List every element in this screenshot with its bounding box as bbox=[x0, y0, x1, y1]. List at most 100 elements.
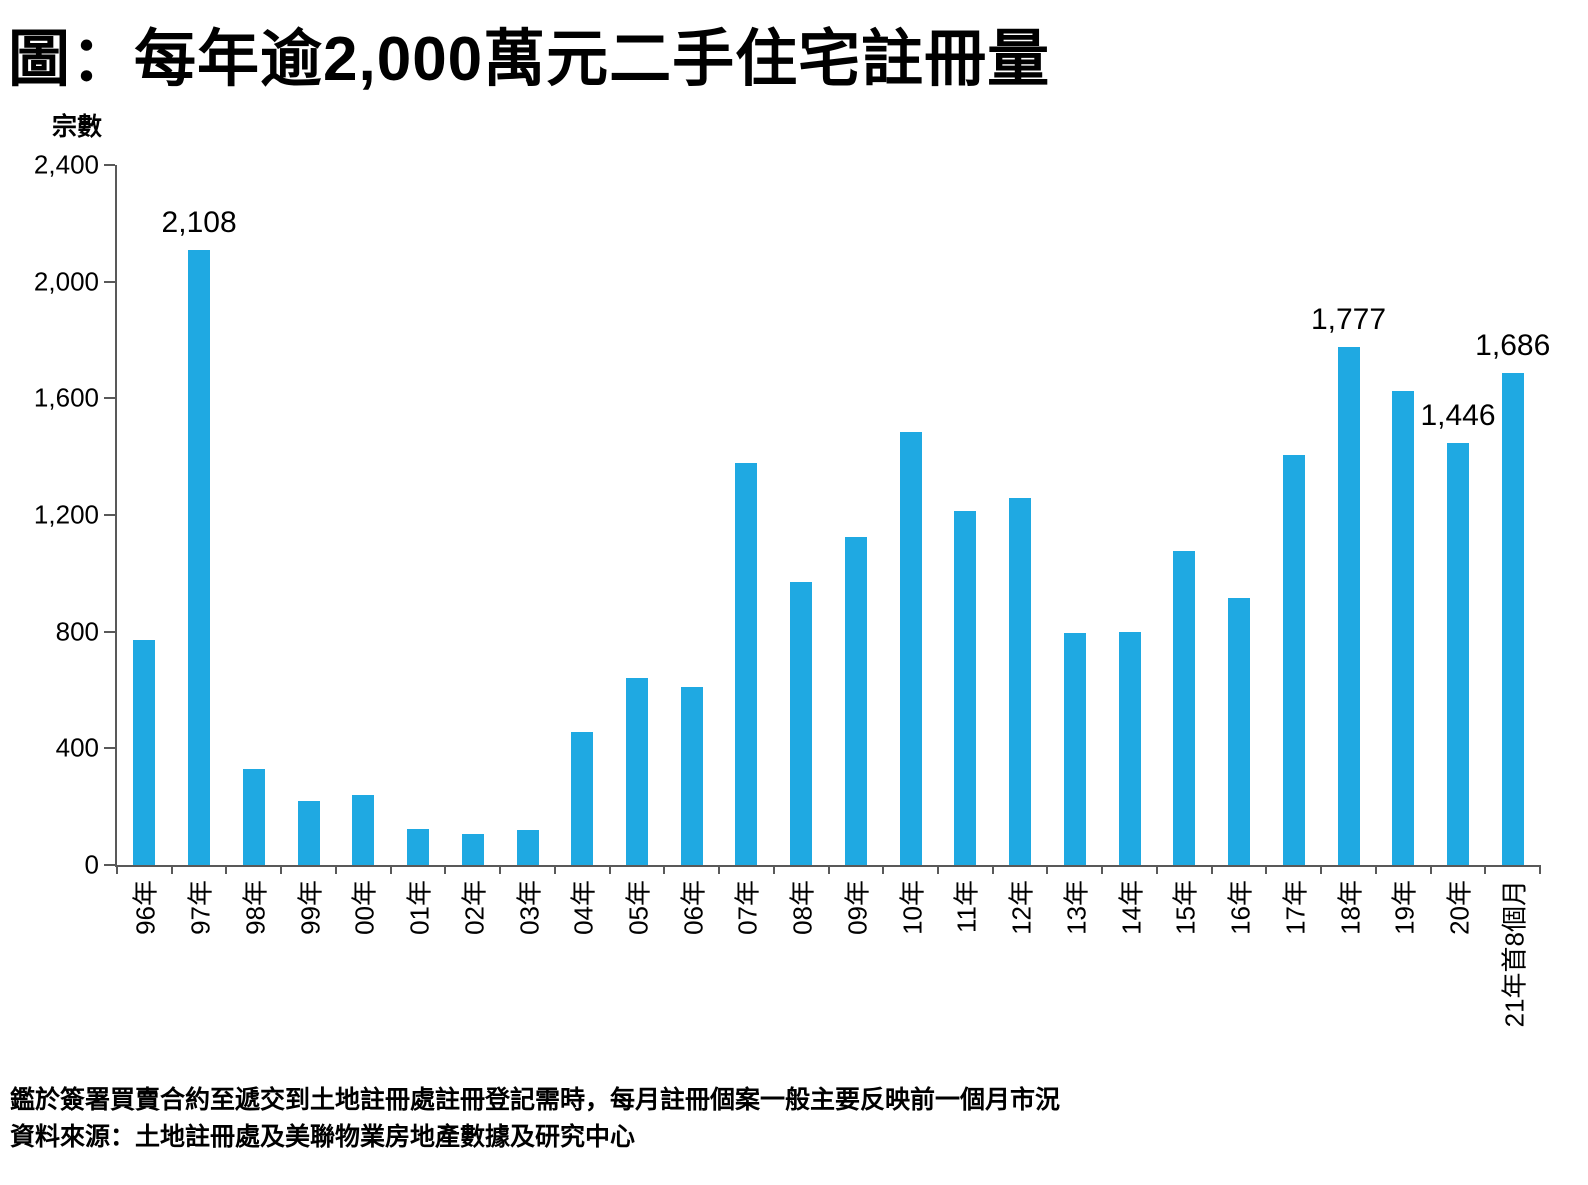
bar-value-label: 1,446 bbox=[1420, 399, 1496, 433]
bar bbox=[1501, 373, 1524, 865]
bar bbox=[1009, 497, 1032, 865]
x-axis-label: 09年 bbox=[842, 880, 873, 935]
bar bbox=[735, 462, 758, 865]
x-tick-mark bbox=[444, 865, 447, 874]
x-tick-mark bbox=[389, 865, 392, 874]
x-axis-label: 21年首8個月 bbox=[1499, 880, 1530, 1028]
x-axis-label: 06年 bbox=[678, 880, 709, 935]
x-tick-mark bbox=[663, 865, 666, 874]
y-tick-mark bbox=[104, 280, 115, 283]
y-tick-mark bbox=[104, 630, 115, 633]
x-tick-mark bbox=[1320, 865, 1323, 874]
x-axis-label: 15年 bbox=[1170, 880, 1201, 935]
x-axis-label: 04年 bbox=[568, 880, 599, 935]
x-tick-mark bbox=[1210, 865, 1213, 874]
footnote-source: 資料來源：土地註冊處及美聯物業房地產數據及研究中心 bbox=[10, 1123, 636, 1151]
x-axis-label: 02年 bbox=[459, 880, 490, 935]
x-tick-mark bbox=[718, 865, 721, 874]
bar-slot: 04年 bbox=[555, 165, 610, 935]
bar bbox=[790, 582, 813, 865]
bar bbox=[899, 431, 922, 865]
bar bbox=[1337, 346, 1360, 865]
bar-slot: 98年 bbox=[226, 165, 281, 935]
bar-slot: 01年 bbox=[391, 165, 446, 935]
x-axis-label: 18年 bbox=[1335, 880, 1366, 935]
y-tick-label: 2,400 bbox=[33, 149, 99, 180]
x-tick-mark bbox=[225, 865, 228, 874]
x-tick-mark bbox=[116, 865, 118, 874]
bar bbox=[625, 678, 648, 865]
bar-slot: 08年 bbox=[774, 165, 829, 935]
chart-title: 圖：每年逾2,000萬元二手住宅註冊量 bbox=[8, 25, 1051, 94]
bar bbox=[297, 800, 320, 865]
bar bbox=[188, 250, 211, 865]
bar-slot: 99年 bbox=[281, 165, 336, 935]
x-tick-mark bbox=[553, 865, 556, 874]
x-tick-mark bbox=[280, 865, 283, 874]
y-tick-mark bbox=[104, 514, 115, 516]
bar-slot: 10年 bbox=[883, 165, 938, 935]
x-tick-mark bbox=[608, 865, 611, 874]
x-axis-label: 07年 bbox=[732, 880, 763, 935]
bar bbox=[1282, 455, 1305, 865]
bar-slot: 1,777 18年 bbox=[1311, 165, 1386, 935]
plot-area: 2,400 2,000 1,600 1,200 800 400 0 96年 2,108 97年 9… bbox=[34, 150, 1550, 1028]
x-axis-label: 00年 bbox=[349, 880, 380, 935]
bar-value-label: 1,686 bbox=[1475, 329, 1551, 363]
bar bbox=[1118, 631, 1141, 865]
footnotes: 鑑於簽署買賣合約至遞交到土地註冊處註冊登記需時，每月註冊個案一般主要反映前一個月… bbox=[10, 1082, 1060, 1156]
bar bbox=[571, 732, 594, 865]
bar-slot: 12年 bbox=[993, 165, 1048, 935]
bar-slot: 13年 bbox=[1047, 165, 1102, 935]
bars-container: 96年 2,108 97年 98年 99年 00年 01年 02年 03年 04年 05年 06年 07… bbox=[117, 165, 1550, 1027]
bar-slot: 2,108 97年 bbox=[162, 165, 237, 935]
bar bbox=[1392, 391, 1415, 865]
x-tick-mark bbox=[1155, 865, 1158, 874]
bar-slot: 03年 bbox=[500, 165, 555, 935]
y-tick-label: 2,000 bbox=[33, 266, 99, 297]
x-tick-mark bbox=[882, 865, 885, 874]
bar-slot: 11年 bbox=[938, 165, 993, 933]
bar bbox=[133, 640, 156, 865]
bar bbox=[1446, 443, 1469, 865]
x-axis-label: 12年 bbox=[1006, 880, 1037, 935]
bar-value-label: 1,777 bbox=[1310, 302, 1387, 336]
x-axis-label: 17年 bbox=[1280, 880, 1311, 935]
bar-slot: 07年 bbox=[719, 165, 774, 935]
x-axis-label: 97年 bbox=[185, 880, 216, 935]
x-axis-label: 03年 bbox=[514, 880, 544, 935]
x-tick-mark bbox=[170, 865, 173, 874]
x-tick-mark bbox=[936, 865, 939, 874]
bar-slot: 00年 bbox=[336, 165, 391, 935]
x-axis-label: 11年 bbox=[951, 880, 982, 933]
bar-slot: 1,446 20年 bbox=[1420, 165, 1495, 935]
x-tick-mark bbox=[1046, 865, 1049, 874]
x-tick-mark bbox=[499, 865, 502, 874]
y-tick-label: 1,200 bbox=[33, 499, 99, 530]
bar bbox=[352, 795, 375, 865]
x-tick-mark bbox=[991, 865, 994, 874]
y-axis-title: 宗數 bbox=[52, 113, 103, 141]
x-tick-mark bbox=[1539, 865, 1541, 874]
x-tick-mark bbox=[1101, 865, 1104, 874]
bar bbox=[1063, 633, 1086, 865]
x-tick-mark bbox=[1265, 865, 1268, 874]
bar-slot: 1,686 21年首8個月 bbox=[1475, 165, 1550, 1027]
bar bbox=[1173, 551, 1196, 865]
x-axis-label: 96年 bbox=[130, 880, 161, 935]
bar bbox=[680, 687, 703, 865]
bar-slot: 14年 bbox=[1102, 165, 1157, 935]
x-tick-mark bbox=[1484, 865, 1487, 874]
y-tick-mark bbox=[104, 747, 115, 750]
x-axis-label: 20年 bbox=[1444, 880, 1475, 935]
bar bbox=[461, 834, 484, 865]
x-axis-label: 99年 bbox=[295, 880, 326, 935]
bar bbox=[954, 510, 977, 865]
x-axis-label: 14年 bbox=[1116, 880, 1147, 935]
bar-slot: 06年 bbox=[664, 165, 719, 935]
x-axis-label: 01年 bbox=[404, 880, 435, 935]
bar-slot: 09年 bbox=[829, 165, 884, 935]
x-axis-label: 19年 bbox=[1389, 880, 1420, 935]
x-axis-label: 98年 bbox=[240, 880, 271, 935]
bar-slot: 02年 bbox=[445, 165, 500, 935]
